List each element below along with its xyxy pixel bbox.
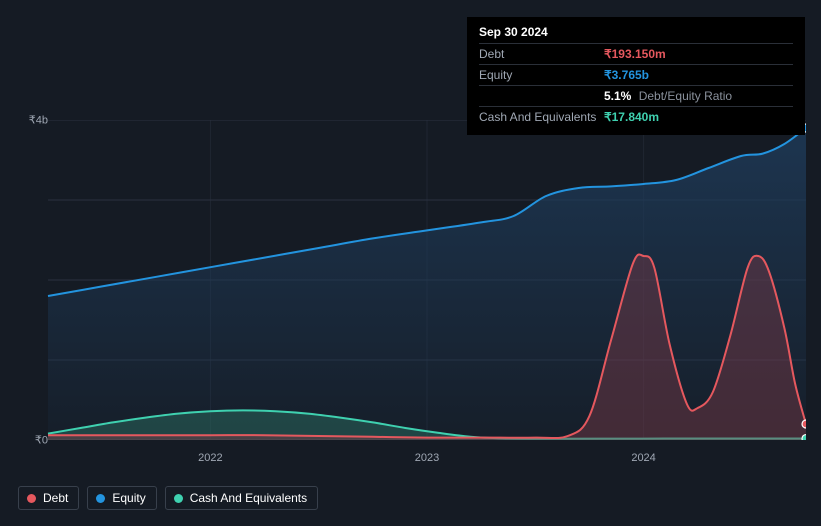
x-axis-labels: 2022 2023 2024 (18, 452, 806, 472)
x-axis-label: 2024 (631, 452, 655, 464)
tooltip-row-cash: Cash And Equivalents ₹17.840m (479, 106, 793, 127)
legend-label: Debt (43, 491, 68, 505)
x-axis-label: 2022 (198, 452, 222, 464)
tooltip-ratio-pct: 5.1% (604, 89, 631, 103)
tooltip-row-debt: Debt ₹193.150m (479, 43, 793, 64)
debt-end-marker (802, 420, 806, 428)
y-axis-label: ₹4b (29, 114, 48, 127)
chart-tooltip: Sep 30 2024 Debt ₹193.150m Equity ₹3.765… (467, 17, 805, 135)
chart-area[interactable]: ₹0₹4b (18, 120, 806, 460)
x-axis-label: 2023 (415, 452, 439, 464)
tooltip-label (479, 89, 604, 103)
tooltip-label: Cash And Equivalents (479, 110, 604, 124)
tooltip-row-ratio: 5.1% Debt/Equity Ratio (479, 85, 793, 106)
legend-item-debt[interactable]: Debt (18, 486, 79, 510)
legend-item-cash-and-equivalents[interactable]: Cash And Equivalents (165, 486, 318, 510)
tooltip-value: ₹3.765b (604, 68, 649, 82)
tooltip-label: Debt (479, 47, 604, 61)
chart-svg (18, 120, 806, 440)
legend-dot-icon (27, 494, 36, 503)
legend-label: Equity (112, 491, 145, 505)
chart-legend: Debt Equity Cash And Equivalents (18, 486, 318, 510)
legend-dot-icon (96, 494, 105, 503)
tooltip-value: ₹17.840m (604, 110, 659, 124)
legend-label: Cash And Equivalents (190, 491, 307, 505)
y-axis-label: ₹0 (35, 434, 48, 447)
tooltip-value: ₹193.150m (604, 47, 666, 61)
legend-item-equity[interactable]: Equity (87, 486, 156, 510)
legend-dot-icon (174, 494, 183, 503)
tooltip-date: Sep 30 2024 (479, 25, 793, 43)
tooltip-label: Equity (479, 68, 604, 82)
tooltip-row-equity: Equity ₹3.765b (479, 64, 793, 85)
tooltip-ratio-label: Debt/Equity Ratio (639, 89, 732, 103)
